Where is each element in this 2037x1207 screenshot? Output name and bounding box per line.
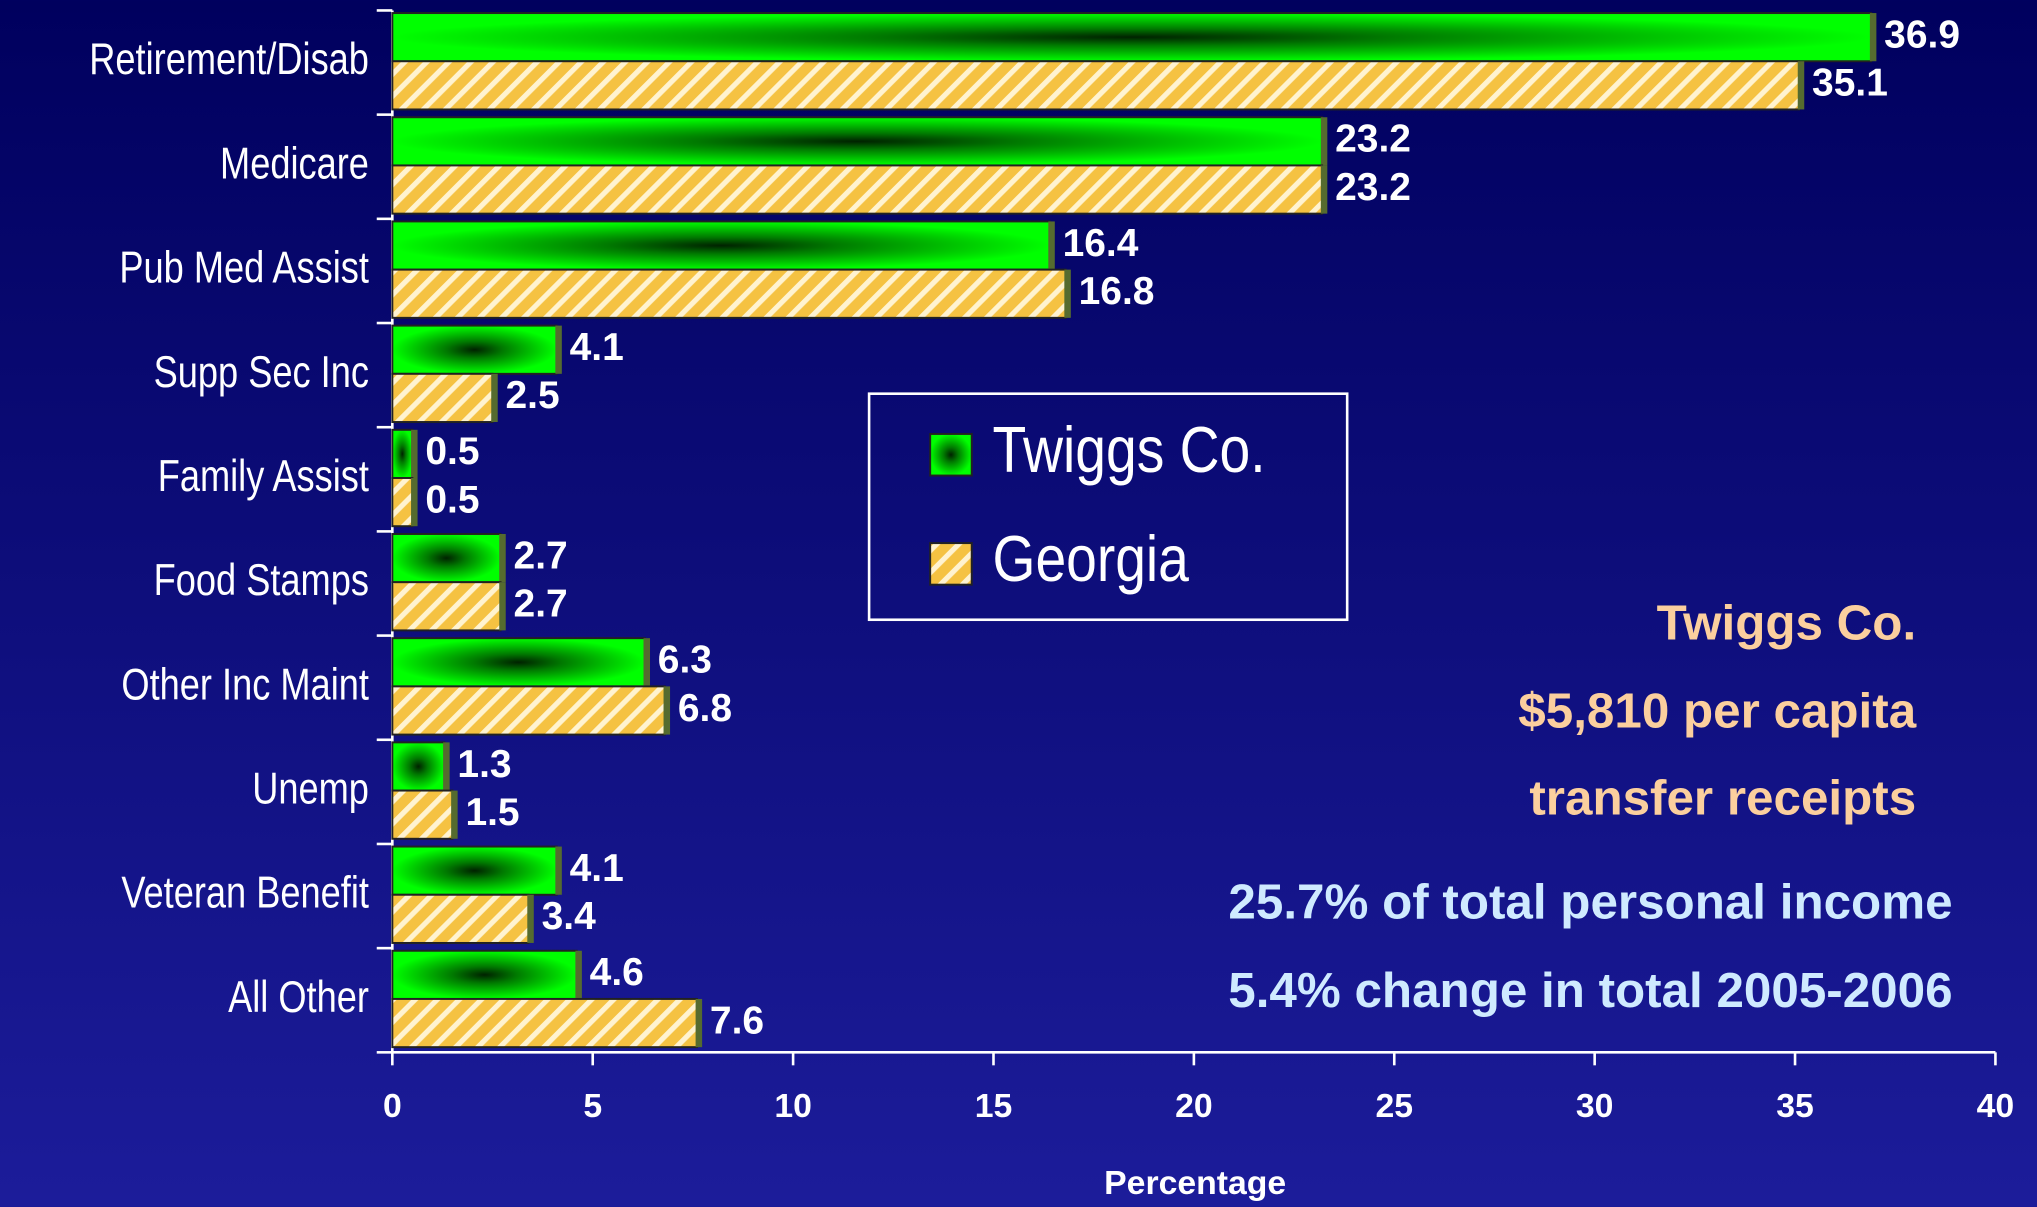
x-tick-label: 25 xyxy=(1375,1087,1413,1125)
category-label: Food Stamps xyxy=(154,555,369,605)
bar-edge xyxy=(1797,61,1805,110)
value-label: 4.1 xyxy=(570,847,624,890)
value-label: 6.3 xyxy=(658,639,712,682)
bar xyxy=(391,324,558,375)
bar-edge xyxy=(411,478,418,527)
bar-edge xyxy=(1320,117,1328,166)
bar xyxy=(391,12,1873,63)
bar xyxy=(391,164,1324,215)
legend-box xyxy=(867,392,1349,622)
bar xyxy=(391,789,454,840)
x-tick-label: 40 xyxy=(1977,1087,2015,1125)
value-label: 2.5 xyxy=(506,374,560,417)
value-label: 1.5 xyxy=(465,791,519,834)
value-label: 16.4 xyxy=(1063,222,1139,265)
value-label: 2.7 xyxy=(514,534,568,577)
bar-edge xyxy=(643,638,651,687)
bar xyxy=(391,116,1324,167)
legend-swatch xyxy=(929,432,973,477)
bar xyxy=(391,845,558,896)
legend-label: Twiggs Co. xyxy=(993,413,1266,486)
bar-edge xyxy=(663,686,671,735)
bar xyxy=(391,372,494,423)
x-tick-label: 10 xyxy=(774,1087,812,1125)
value-label: 0.5 xyxy=(425,430,479,473)
x-tick-label: 35 xyxy=(1776,1087,1814,1125)
legend-label: Georgia xyxy=(993,522,1190,595)
value-label: 3.4 xyxy=(542,895,596,938)
x-tick-label: 20 xyxy=(1175,1087,1213,1125)
value-label: 2.7 xyxy=(514,583,568,626)
bar-edge xyxy=(451,790,458,839)
bar-edge xyxy=(527,894,534,943)
bar xyxy=(391,997,698,1049)
x-tick-label: 30 xyxy=(1576,1087,1614,1125)
category-label: Veteran Benefit xyxy=(121,867,369,917)
legend-swatch xyxy=(929,542,973,586)
category-label: Pub Med Assist xyxy=(119,242,369,292)
bar-edge xyxy=(575,950,582,999)
annotation: 25.7% of total personal income xyxy=(1228,875,1952,930)
bar-edge xyxy=(499,533,506,583)
value-label: 4.1 xyxy=(570,326,624,369)
value-label: 1.3 xyxy=(457,743,511,786)
value-label: 16.8 xyxy=(1079,270,1155,313)
value-label: 35.1 xyxy=(1812,62,1888,105)
category-label: Supp Sec Inc xyxy=(154,346,369,396)
value-label: 23.2 xyxy=(1335,118,1411,161)
category-label: Family Assist xyxy=(158,451,369,501)
value-label: 4.6 xyxy=(590,951,644,994)
bar-edge xyxy=(491,373,498,423)
x-tick-label: 15 xyxy=(975,1087,1013,1125)
bar-edge xyxy=(1048,221,1055,270)
bar xyxy=(391,428,414,479)
bar-edge xyxy=(1869,13,1877,62)
value-label: 36.9 xyxy=(1884,13,1960,56)
bar-edge xyxy=(555,846,562,895)
bar-edge xyxy=(443,742,450,791)
bar-edge xyxy=(499,582,506,631)
value-label: 6.8 xyxy=(678,687,732,730)
category-label: Other Inc Maint xyxy=(121,659,369,709)
bar xyxy=(391,685,666,736)
annotation: Twiggs Co. xyxy=(1657,595,1917,650)
bar xyxy=(391,893,530,944)
bar-edge xyxy=(555,325,562,374)
bar xyxy=(391,949,578,1000)
category-label: All Other xyxy=(228,971,369,1021)
x-axis-label: Percentage xyxy=(1104,1164,1286,1202)
category-label: Medicare xyxy=(220,138,369,188)
bar xyxy=(391,533,502,584)
x-tick-label: 0 xyxy=(383,1087,402,1125)
value-label: 23.2 xyxy=(1335,166,1411,209)
bar xyxy=(391,268,1067,319)
bar-edge xyxy=(411,429,418,479)
bar xyxy=(391,60,1801,111)
bar xyxy=(391,637,646,688)
value-label: 7.6 xyxy=(710,999,764,1042)
annotation: $5,810 per capita xyxy=(1518,684,1916,739)
bar-edge xyxy=(1064,269,1071,318)
bar-edge xyxy=(1320,165,1328,214)
bar xyxy=(391,581,502,632)
bar xyxy=(391,741,446,792)
annotation: 5.4% change in total 2005-2006 xyxy=(1228,963,1952,1018)
category-label: Retirement/Disab xyxy=(89,34,369,84)
bar xyxy=(391,220,1051,271)
bar xyxy=(391,477,414,528)
x-tick-label: 5 xyxy=(583,1087,602,1125)
category-label: Unemp xyxy=(252,763,369,813)
value-label: 0.5 xyxy=(425,478,479,521)
annotation: transfer receipts xyxy=(1529,771,1916,826)
bar-edge xyxy=(695,998,703,1048)
